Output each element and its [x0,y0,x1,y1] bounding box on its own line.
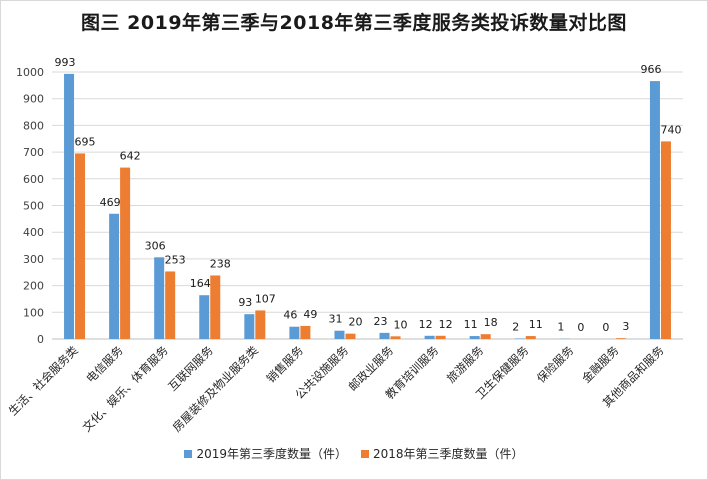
y-tick-label: 1000 [16,66,44,79]
x-tick-label: 文化、娱乐、体育服务 [80,343,172,435]
data-label: 1 [557,321,564,334]
bar-2019 [244,314,255,339]
y-tick-label: 500 [23,200,44,213]
data-label: 164 [190,277,211,290]
data-label: 12 [419,318,433,331]
bar-2019 [649,81,660,339]
bar-2018 [660,141,671,339]
bar-2018 [615,338,626,339]
data-label: 469 [100,196,121,209]
bar-2018 [390,336,401,339]
bar-2019 [154,257,165,339]
y-tick-label: 400 [23,226,44,239]
bar-2018 [75,153,86,339]
data-label: 993 [55,56,76,69]
bar-2018 [345,333,356,339]
x-tick-label: 房屋装修及物业服务类 [170,343,262,435]
data-label: 11 [529,318,543,331]
bar-2018 [480,334,491,339]
legend-swatch-2018 [361,449,369,458]
bar-2019 [334,330,345,339]
bar-2018 [435,335,446,339]
legend-label-2019: 2019年第三季度数量（件） [196,447,347,461]
data-label: 23 [374,315,388,328]
bar-2018 [525,336,536,339]
x-tick-label: 旅游服务 [444,343,487,386]
bar-2018 [165,271,176,339]
bar-2018 [120,167,131,339]
data-label: 695 [75,135,96,148]
bar-2019 [109,213,120,339]
data-label: 20 [348,316,362,329]
y-tick-label: 800 [23,119,44,132]
bar-2019 [514,338,525,339]
data-label: 10 [394,318,408,331]
data-label: 31 [328,313,342,326]
chart-title: 图三 2019年第三季与2018年第三季度服务类投诉数量对比图 [81,12,627,34]
y-tick-label: 900 [23,93,44,106]
bar-2019 [64,73,75,339]
legend: 2019年第三季度数量（件） 2018年第三季度数量（件） [0,445,708,462]
bar-2019 [424,335,435,339]
bar-2018 [300,325,311,339]
data-label: 18 [484,316,498,329]
data-label: 107 [255,292,276,305]
bar-2018 [210,275,221,339]
data-label: 49 [303,308,317,321]
legend-label-2018: 2018年第三季度数量（件） [373,447,524,461]
data-label: 93 [238,296,252,309]
y-tick-label: 0 [37,333,44,346]
y-tick-label: 200 [23,280,44,293]
bar-2019 [199,295,210,339]
y-tick-label: 600 [23,173,44,186]
legend-item-2019: 2019年第三季度数量（件） [184,445,347,462]
data-label: 12 [439,318,453,331]
y-tick-label: 700 [23,146,44,159]
x-tick-label: 金融服务 [579,343,622,386]
y-tick-label: 300 [23,253,44,266]
bar-2018 [255,310,266,339]
bar-2019 [469,336,480,339]
bar-2019 [379,332,390,339]
data-label: 46 [283,309,297,322]
data-label: 740 [660,123,681,136]
data-label: 253 [165,253,186,266]
data-label: 238 [210,257,231,270]
data-label: 642 [120,150,141,163]
x-tick-label: 生活、社会服务类 [6,343,81,418]
x-tick-label: 销售服务 [264,343,307,386]
data-label: 306 [145,239,166,252]
x-tick-label: 保险服务 [534,343,577,386]
data-label: 0 [602,321,609,334]
bar-2019 [289,326,300,339]
legend-item-2018: 2018年第三季度数量（件） [361,445,524,462]
data-label: 0 [577,321,584,334]
data-label: 11 [464,318,478,331]
y-tick-label: 100 [23,306,44,319]
data-label: 966 [640,63,661,76]
legend-swatch-2019 [184,449,193,458]
data-label: 2 [512,320,519,333]
x-tick-label: 电信服务 [83,343,126,386]
data-label: 3 [622,320,629,333]
